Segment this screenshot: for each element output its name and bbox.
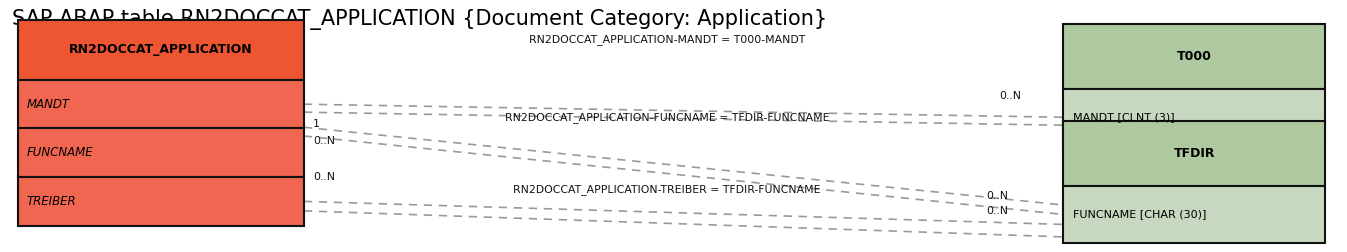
Text: 0..N: 0..N — [987, 206, 1009, 216]
Text: 0..N: 0..N — [314, 136, 335, 146]
FancyBboxPatch shape — [18, 177, 304, 226]
FancyBboxPatch shape — [18, 80, 304, 129]
Text: FUNCNAME [CHAR (30)]: FUNCNAME [CHAR (30)] — [1072, 209, 1206, 219]
Text: TFDIR: TFDIR — [1173, 147, 1215, 160]
FancyBboxPatch shape — [1063, 121, 1325, 186]
Text: SAP ABAP table RN2DOCCAT_APPLICATION {Document Category: Application}: SAP ABAP table RN2DOCCAT_APPLICATION {Do… — [12, 9, 827, 30]
Text: TREIBER: TREIBER — [27, 195, 77, 208]
FancyBboxPatch shape — [18, 129, 304, 177]
Text: MANDT [CLNT (3)]: MANDT [CLNT (3)] — [1072, 112, 1175, 122]
Text: RN2DOCCAT_APPLICATION-MANDT = T000-MANDT: RN2DOCCAT_APPLICATION-MANDT = T000-MANDT — [528, 35, 806, 45]
Text: 0..N: 0..N — [999, 91, 1021, 101]
Text: RN2DOCCAT_APPLICATION-FUNCNAME = TFDIR-FUNCNAME: RN2DOCCAT_APPLICATION-FUNCNAME = TFDIR-F… — [505, 112, 828, 123]
Text: MANDT: MANDT — [27, 98, 70, 111]
Text: 1: 1 — [314, 118, 321, 129]
FancyBboxPatch shape — [1063, 89, 1325, 146]
Text: RN2DOCCAT_APPLICATION-TREIBER = TFDIR-FUNCNAME: RN2DOCCAT_APPLICATION-TREIBER = TFDIR-FU… — [513, 184, 820, 195]
FancyBboxPatch shape — [1063, 24, 1325, 89]
Text: T000: T000 — [1177, 50, 1212, 63]
FancyBboxPatch shape — [1063, 186, 1325, 243]
Text: RN2DOCCAT_APPLICATION: RN2DOCCAT_APPLICATION — [69, 44, 252, 56]
Text: 0..N: 0..N — [987, 191, 1009, 201]
Text: 0..N: 0..N — [314, 172, 335, 182]
FancyBboxPatch shape — [18, 20, 304, 80]
Text: FUNCNAME: FUNCNAME — [27, 146, 93, 159]
